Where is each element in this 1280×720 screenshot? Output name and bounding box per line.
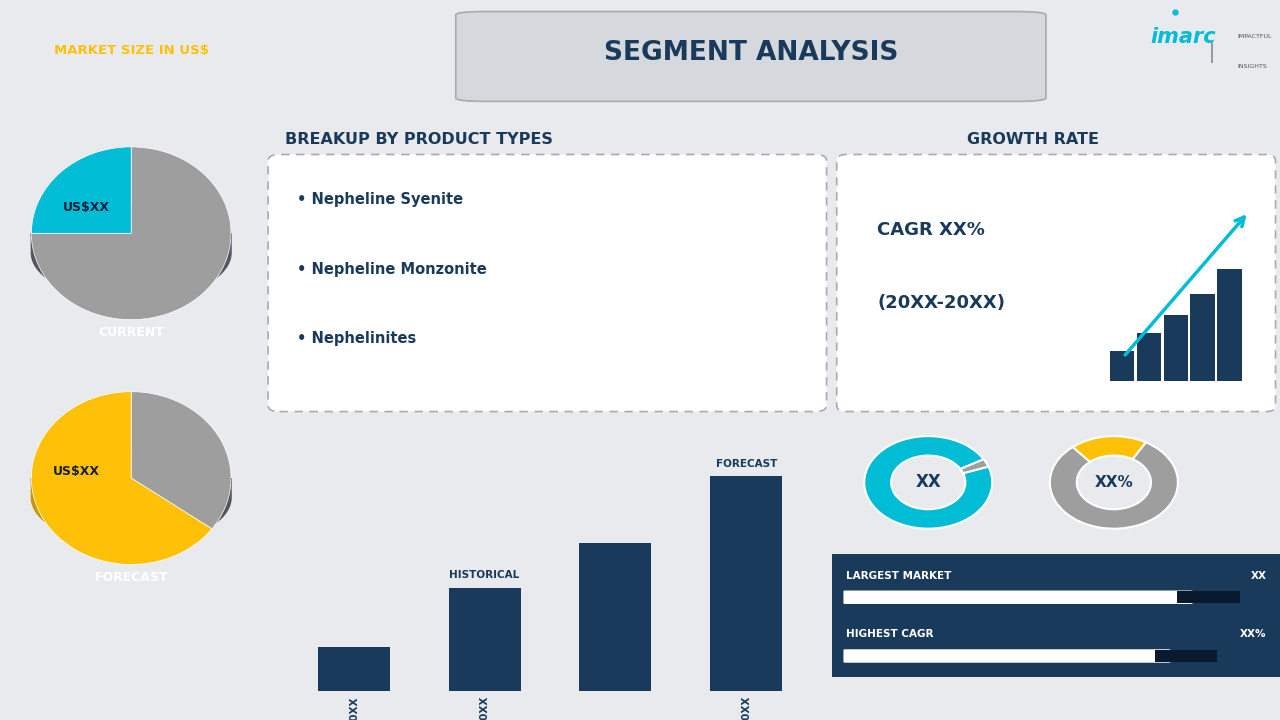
Polygon shape [31,233,230,300]
Bar [1178,591,1240,603]
Text: XX: XX [1251,572,1267,582]
Text: imarc: imarc [1151,27,1216,47]
Text: INSIGHTS: INSIGHTS [1238,64,1267,69]
Polygon shape [212,478,230,526]
Wedge shape [864,436,992,528]
FancyBboxPatch shape [844,649,1170,662]
Bar [1137,333,1161,382]
Text: US$XX: US$XX [63,201,110,214]
Text: GROWTH RATE: GROWTH RATE [966,132,1098,147]
Bar [1110,351,1134,382]
Ellipse shape [31,450,230,545]
Wedge shape [131,392,230,529]
Ellipse shape [31,205,230,300]
Wedge shape [1073,436,1146,462]
Bar [1155,650,1217,662]
FancyBboxPatch shape [268,155,827,412]
Text: SEGMENT ANALYSIS: SEGMENT ANALYSIS [604,40,899,66]
Wedge shape [960,459,988,473]
Text: • Nephelinites: • Nephelinites [297,331,416,346]
Text: IMPACTFUL: IMPACTFUL [1238,35,1272,40]
FancyBboxPatch shape [837,155,1276,412]
Bar [1164,315,1188,382]
Bar [1190,294,1215,382]
Polygon shape [31,478,212,545]
FancyBboxPatch shape [823,552,1280,679]
Bar [317,647,389,691]
Bar [448,588,521,691]
Text: CURRENT: CURRENT [99,326,164,339]
Text: • Nepheline Monzonite: • Nepheline Monzonite [297,262,486,277]
FancyBboxPatch shape [844,590,1193,604]
Text: LARGEST MARKET: LARGEST MARKET [846,572,951,582]
Text: MARKET SIZE IN US$: MARKET SIZE IN US$ [54,44,209,57]
Text: HIGHEST CAGR: HIGHEST CAGR [846,629,933,639]
Text: FORECAST: FORECAST [716,459,777,469]
Text: US$XX: US$XX [52,465,100,478]
Bar [580,543,652,691]
Text: FORECAST: FORECAST [95,571,168,584]
FancyBboxPatch shape [270,429,831,694]
Text: XX%: XX% [1240,629,1267,639]
Wedge shape [1050,442,1178,528]
Wedge shape [31,147,131,233]
Wedge shape [31,147,230,320]
Text: XX: XX [915,474,941,492]
Wedge shape [32,392,212,564]
Text: (20XX-20XX): (20XX-20XX) [877,294,1005,312]
Text: • Nepheline Syenite: • Nepheline Syenite [297,192,462,207]
Text: HISTORICAL: HISTORICAL [449,570,520,580]
FancyBboxPatch shape [456,12,1046,102]
Text: BREAKUP BY PRODUCT TYPES: BREAKUP BY PRODUCT TYPES [285,132,553,147]
Text: CAGR XX%: CAGR XX% [877,221,984,239]
Bar [710,477,782,691]
Bar [1217,269,1242,382]
Text: XX%: XX% [1094,475,1133,490]
